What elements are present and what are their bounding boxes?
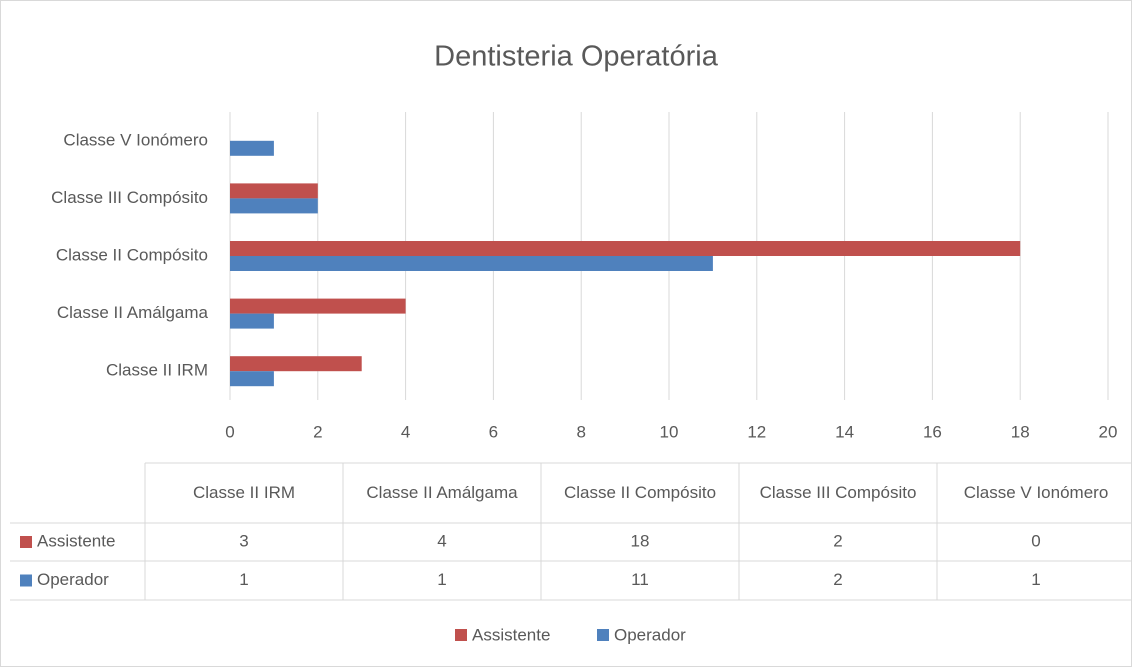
bar — [230, 183, 318, 199]
table-header-cell: Classe V Ionómero — [963, 482, 1109, 502]
x-tick-label: 10 — [660, 422, 679, 441]
x-tick-label: 2 — [313, 422, 322, 441]
table-cell: 11 — [631, 570, 649, 589]
y-tick-label: Classe III Compósito — [51, 188, 208, 207]
table-cell: 4 — [437, 531, 446, 550]
legend-label: Assistente — [472, 625, 550, 644]
table-header: Classe II IRM — [192, 482, 296, 502]
bar — [230, 241, 1021, 256]
y-tick-label: Classe II Compósito — [56, 245, 208, 264]
table-header: Classe III Compósito — [759, 482, 917, 502]
legend-label: Operador — [614, 625, 686, 644]
table-cell: 1 — [239, 570, 248, 589]
bar — [230, 313, 274, 329]
y-tick-label: Classe V Ionómero — [63, 130, 208, 149]
table-row-label: Assistente — [37, 531, 115, 550]
table-header-cell: Classe II Amálgama — [366, 482, 518, 502]
table-cell: 1 — [437, 570, 446, 589]
bar — [230, 140, 274, 156]
table-cell: 2 — [833, 531, 842, 550]
bar — [230, 256, 713, 271]
table-cell: 3 — [239, 531, 248, 550]
x-tick-label: 8 — [576, 422, 585, 441]
table-row-label: Operador — [37, 570, 109, 589]
bar — [230, 198, 318, 214]
table-header-cell: Classe II IRM — [192, 482, 296, 502]
x-tick-label: 0 — [225, 422, 234, 441]
bar — [230, 356, 362, 372]
legend-key — [455, 629, 467, 641]
table-header-cell: Classe III Compósito — [759, 482, 917, 502]
x-tick-label: 14 — [835, 422, 854, 441]
legend-key — [597, 629, 609, 641]
table-cell: 18 — [631, 531, 650, 550]
table-header: Classe V Ionómero — [963, 482, 1109, 502]
x-tick-label: 18 — [1011, 422, 1030, 441]
x-tick-label: 4 — [401, 422, 410, 441]
y-tick-label: Classe II IRM — [106, 361, 208, 380]
table-header: Classe II Amálgama — [366, 482, 518, 502]
table-legend-key — [20, 536, 32, 548]
table-header: Classe II Compósito — [563, 482, 717, 502]
x-tick-label: 6 — [489, 422, 498, 441]
table-legend-key — [20, 574, 32, 587]
chart-title: Dentisteria Operatória — [434, 41, 719, 73]
x-tick-label: 20 — [1099, 422, 1118, 441]
y-tick-label: Classe II Amálgama — [57, 303, 209, 322]
bar — [230, 298, 406, 314]
table-cell: 1 — [1031, 570, 1040, 589]
x-tick-label: 12 — [747, 422, 766, 441]
bar — [230, 371, 274, 387]
table-cell: 2 — [833, 570, 842, 589]
table-cell: 0 — [1031, 531, 1040, 550]
x-tick-label: 16 — [923, 422, 942, 441]
table-header-cell: Classe II Compósito — [563, 482, 717, 502]
